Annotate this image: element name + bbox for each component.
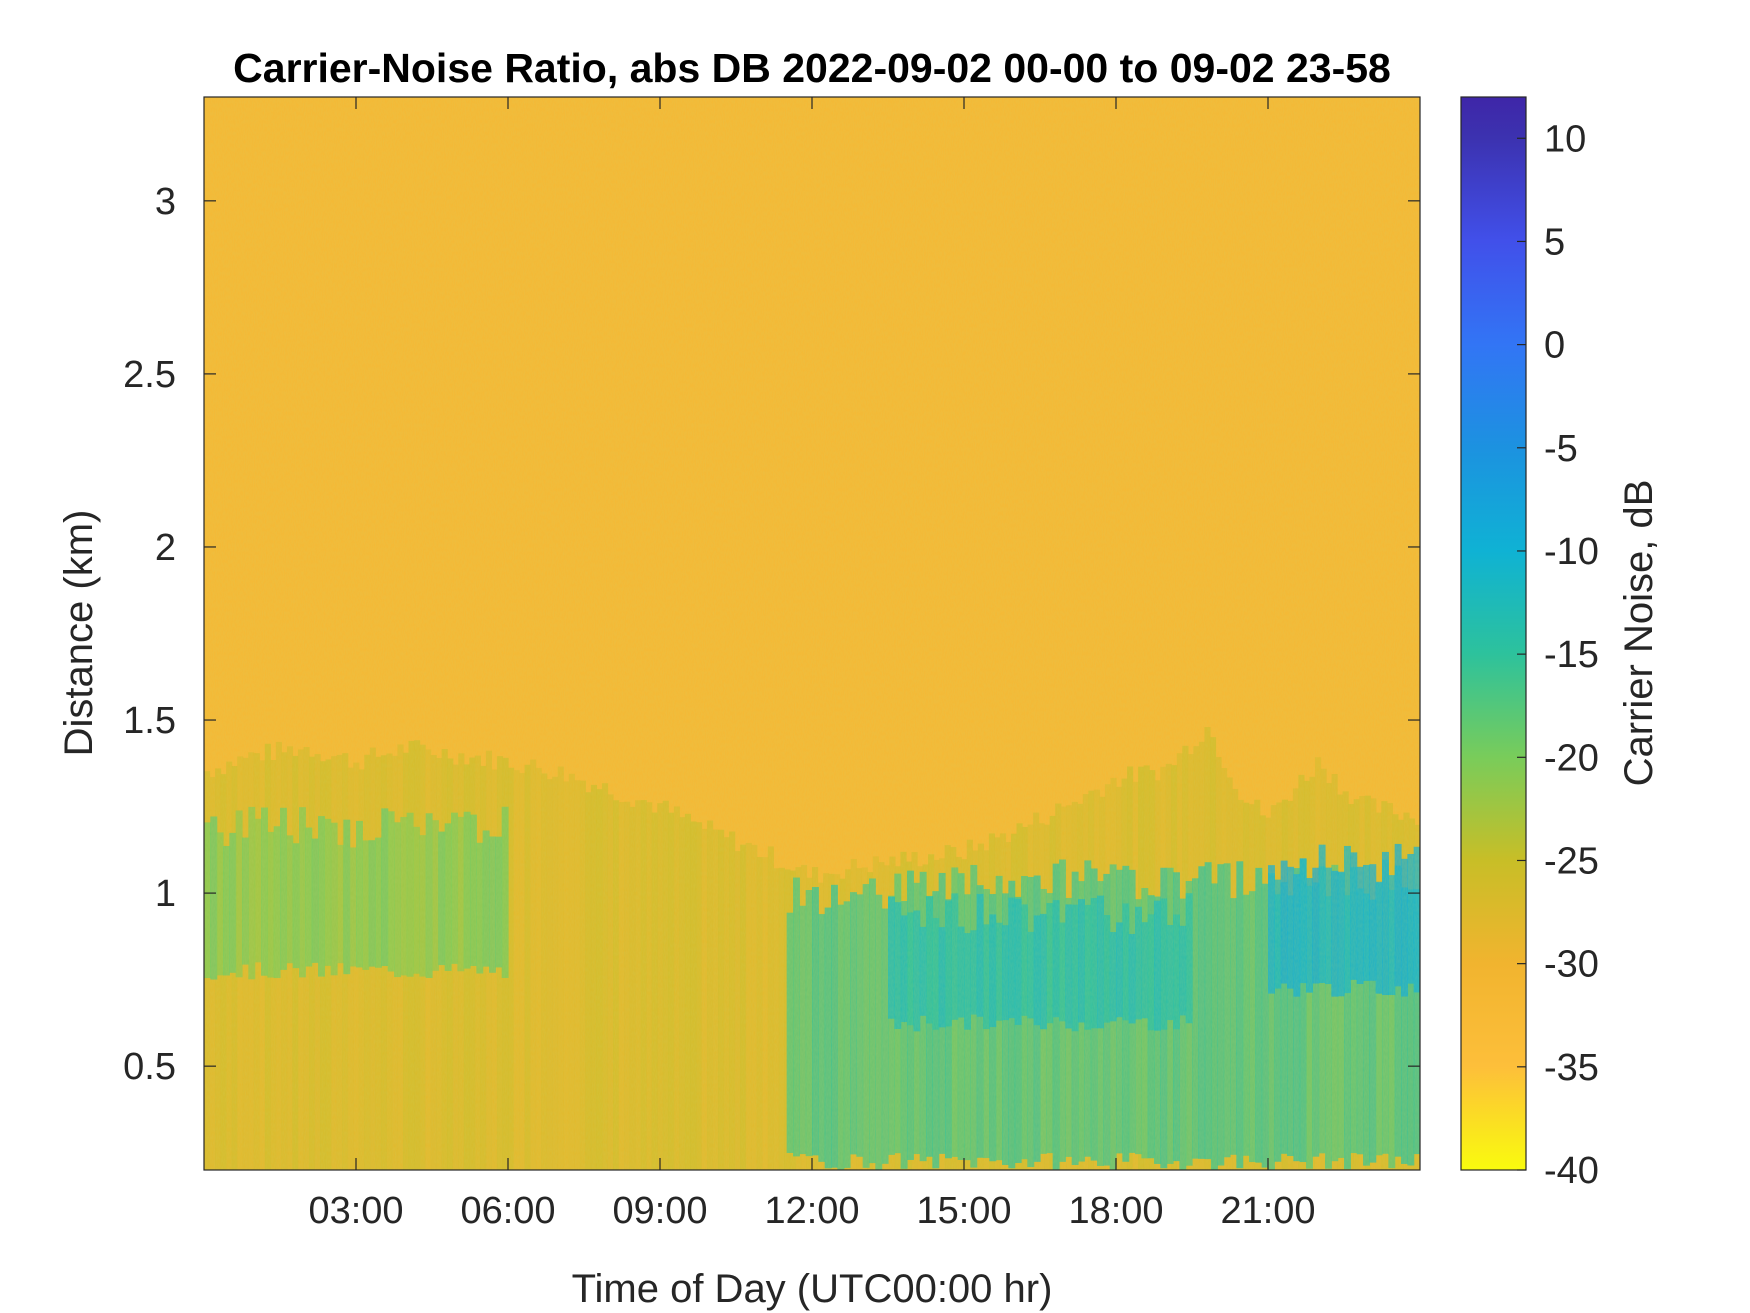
colorbar-tick-label: -25 (1544, 840, 1599, 882)
x-tick-label: 12:00 (764, 1190, 859, 1232)
colorbar-label: Carrier Noise, dB (1617, 480, 1661, 787)
x-axis: 03:00 06:00 09:00 12:00 15:00 18:00 21:00 (308, 97, 1316, 1232)
colorbar-ticks: 10 5 0 -5 -10 -15 -20 -25 -30 -35 -40 (1517, 118, 1599, 1192)
colorbar (1460, 96, 1527, 1171)
chart-title: Carrier-Noise Ratio, abs DB 2022-09-02 0… (233, 45, 1391, 91)
colorbar-tick-label: 5 (1544, 221, 1565, 263)
heatmap-noise-texture (204, 97, 1420, 1170)
x-tick-label: 15:00 (916, 1190, 1011, 1232)
x-tick-label: 09:00 (612, 1190, 707, 1232)
y-tick-label: 2 (155, 527, 176, 569)
colorbar-tick-label: 0 (1544, 325, 1565, 367)
colorbar-tick-label: -20 (1544, 737, 1599, 779)
x-tick-label: 18:00 (1068, 1190, 1163, 1232)
x-tick-label: 06:00 (460, 1190, 555, 1232)
colorbar-tick-label: -40 (1544, 1150, 1599, 1192)
y-tick-label: 3 (155, 181, 176, 223)
x-tick-label: 03:00 (308, 1190, 403, 1232)
x-axis-label: Time of Day (UTC00:00 hr) (572, 1267, 1053, 1311)
y-tick-label: 2.5 (123, 354, 176, 396)
plot-area (204, 97, 1420, 1170)
colorbar-tick-label: -10 (1544, 531, 1599, 573)
y-tick-label: 0.5 (123, 1046, 176, 1088)
y-tick-label: 1.5 (123, 700, 176, 742)
y-axis-label: Distance (km) (57, 510, 101, 757)
y-axis: 0.5 1 1.5 2 2.5 3 (123, 181, 1420, 1088)
x-tick-label: 21:00 (1220, 1190, 1315, 1232)
colorbar-tick-label: 10 (1544, 118, 1586, 160)
colorbar-tick-label: -15 (1544, 634, 1599, 676)
colorbar-tick-label: -35 (1544, 1047, 1599, 1089)
colorbar-tick-label: -30 (1544, 944, 1599, 986)
colorbar-tick-label: -5 (1544, 428, 1578, 470)
y-tick-label: 1 (155, 873, 176, 915)
